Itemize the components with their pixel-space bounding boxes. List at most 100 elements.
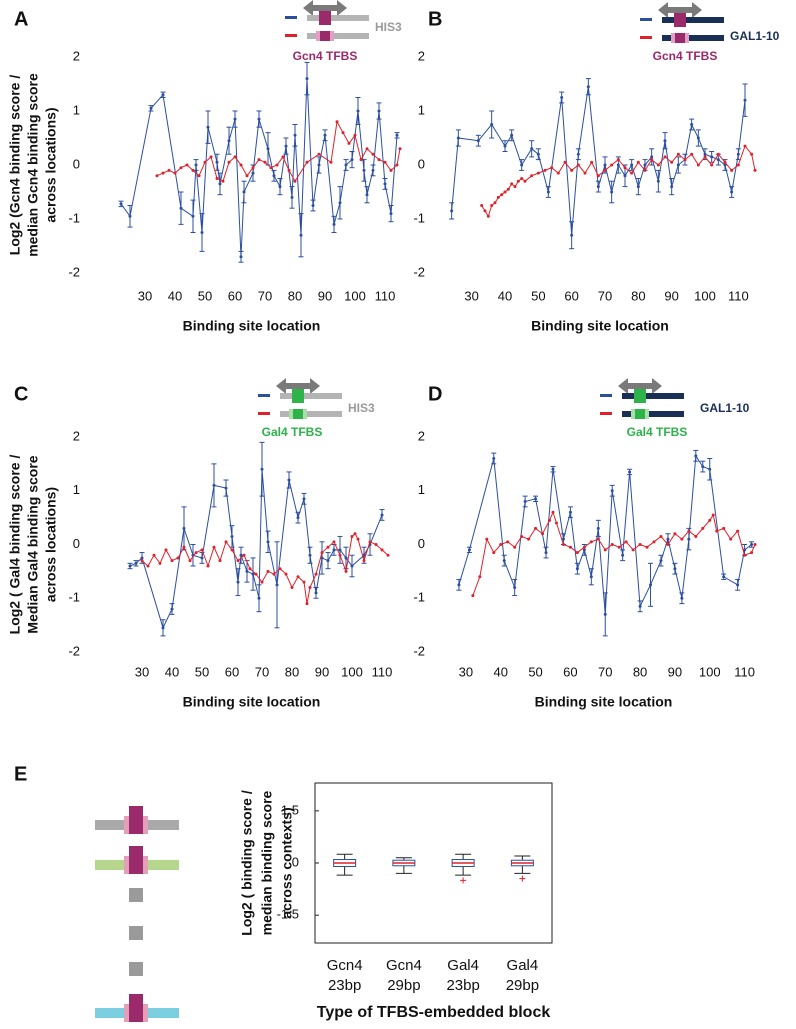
data-point [260, 580, 264, 584]
data-point [490, 204, 494, 207]
data-point [710, 155, 714, 159]
data-point [480, 204, 484, 207]
data-point [185, 163, 189, 167]
data-point [636, 160, 640, 164]
data-point [191, 214, 195, 218]
data-point [649, 583, 653, 587]
data-point [624, 540, 628, 544]
data-point [456, 136, 460, 140]
data-point [350, 158, 354, 162]
data-point [696, 163, 700, 167]
data-point [278, 185, 282, 189]
x-tick-label: 30 [459, 664, 473, 679]
data-point [520, 163, 524, 167]
data-point [506, 187, 510, 191]
data-point [257, 117, 261, 121]
x-tick-label: 70 [598, 664, 612, 679]
data-point [663, 139, 667, 143]
x-tick-label: 80 [288, 288, 302, 303]
data-point [275, 163, 279, 167]
tfbs-label: Gcn4 TFBS [653, 49, 718, 63]
y-tick-label: -2 [413, 643, 425, 658]
data-point [510, 182, 514, 186]
y-tick-label: 0 [73, 536, 80, 551]
data-point [215, 160, 219, 164]
x-tick-label: 60 [228, 288, 242, 303]
data-point [167, 168, 171, 172]
data-point [326, 559, 330, 563]
data-point [230, 548, 234, 552]
data-point [570, 168, 574, 172]
data-point [161, 626, 165, 630]
x-tick-label: 40 [494, 664, 508, 679]
data-point [701, 465, 705, 469]
data-point [284, 572, 288, 576]
data-point [696, 136, 700, 140]
data-point [179, 206, 183, 210]
x-tick-label: Gal4 [507, 957, 539, 974]
data-point [467, 548, 471, 552]
y-axis-label: Log2 ( binding score / [239, 790, 255, 936]
data-point [272, 572, 276, 576]
data-point [362, 553, 366, 557]
data-point [236, 580, 240, 584]
data-point [541, 532, 545, 536]
data-point [722, 526, 726, 530]
y-tick-label: 1.5 [281, 802, 299, 817]
data-point [374, 543, 378, 546]
data-point [200, 556, 204, 560]
data-point [146, 564, 150, 568]
y-axis-label: median Gcn4 binding score [25, 73, 41, 257]
data-point [377, 158, 381, 162]
data-point [736, 529, 740, 533]
data-point [206, 125, 210, 129]
data-point [209, 155, 213, 159]
data-point [492, 457, 496, 460]
data-point [368, 540, 372, 544]
data-point [670, 185, 674, 189]
data-point [251, 572, 255, 576]
data-point [492, 551, 496, 555]
data-point [308, 586, 312, 589]
data-point [239, 255, 243, 259]
data-point [320, 551, 324, 555]
data-point [687, 537, 691, 541]
data-point [568, 545, 572, 549]
outlier [460, 877, 467, 884]
data-point [596, 537, 600, 541]
data-point [224, 540, 228, 544]
x-tick-label: 100 [699, 664, 721, 679]
data-point [293, 133, 297, 137]
data-point [287, 168, 291, 172]
data-point [603, 163, 607, 167]
data-point [380, 513, 384, 517]
x-tick-label: 50 [195, 664, 209, 679]
x-tick-label: Gcn4 [386, 957, 422, 974]
data-point [353, 532, 357, 536]
data-point [194, 163, 198, 167]
data-point [140, 559, 144, 563]
data-point [317, 163, 321, 167]
data-point [206, 564, 210, 568]
data-point [332, 540, 336, 544]
data-point [457, 583, 461, 587]
data-point [239, 553, 243, 557]
data-point [503, 190, 507, 194]
data-point [362, 559, 366, 563]
data-point [513, 185, 517, 189]
y-tick-label: 1 [73, 102, 80, 117]
data-point [586, 85, 590, 89]
data-point [676, 152, 680, 156]
data-point [561, 537, 565, 541]
y-axis-label: across contexts) [279, 807, 295, 918]
data-point [610, 190, 614, 194]
data-point [743, 548, 747, 552]
data-point [715, 529, 719, 533]
y-axis-label: Median Gal4 binding score [25, 455, 41, 633]
data-point [305, 160, 309, 164]
data-point [395, 163, 399, 167]
data-point [743, 553, 747, 557]
data-point [191, 168, 195, 172]
x-tick-label: Gcn4 [327, 957, 363, 974]
